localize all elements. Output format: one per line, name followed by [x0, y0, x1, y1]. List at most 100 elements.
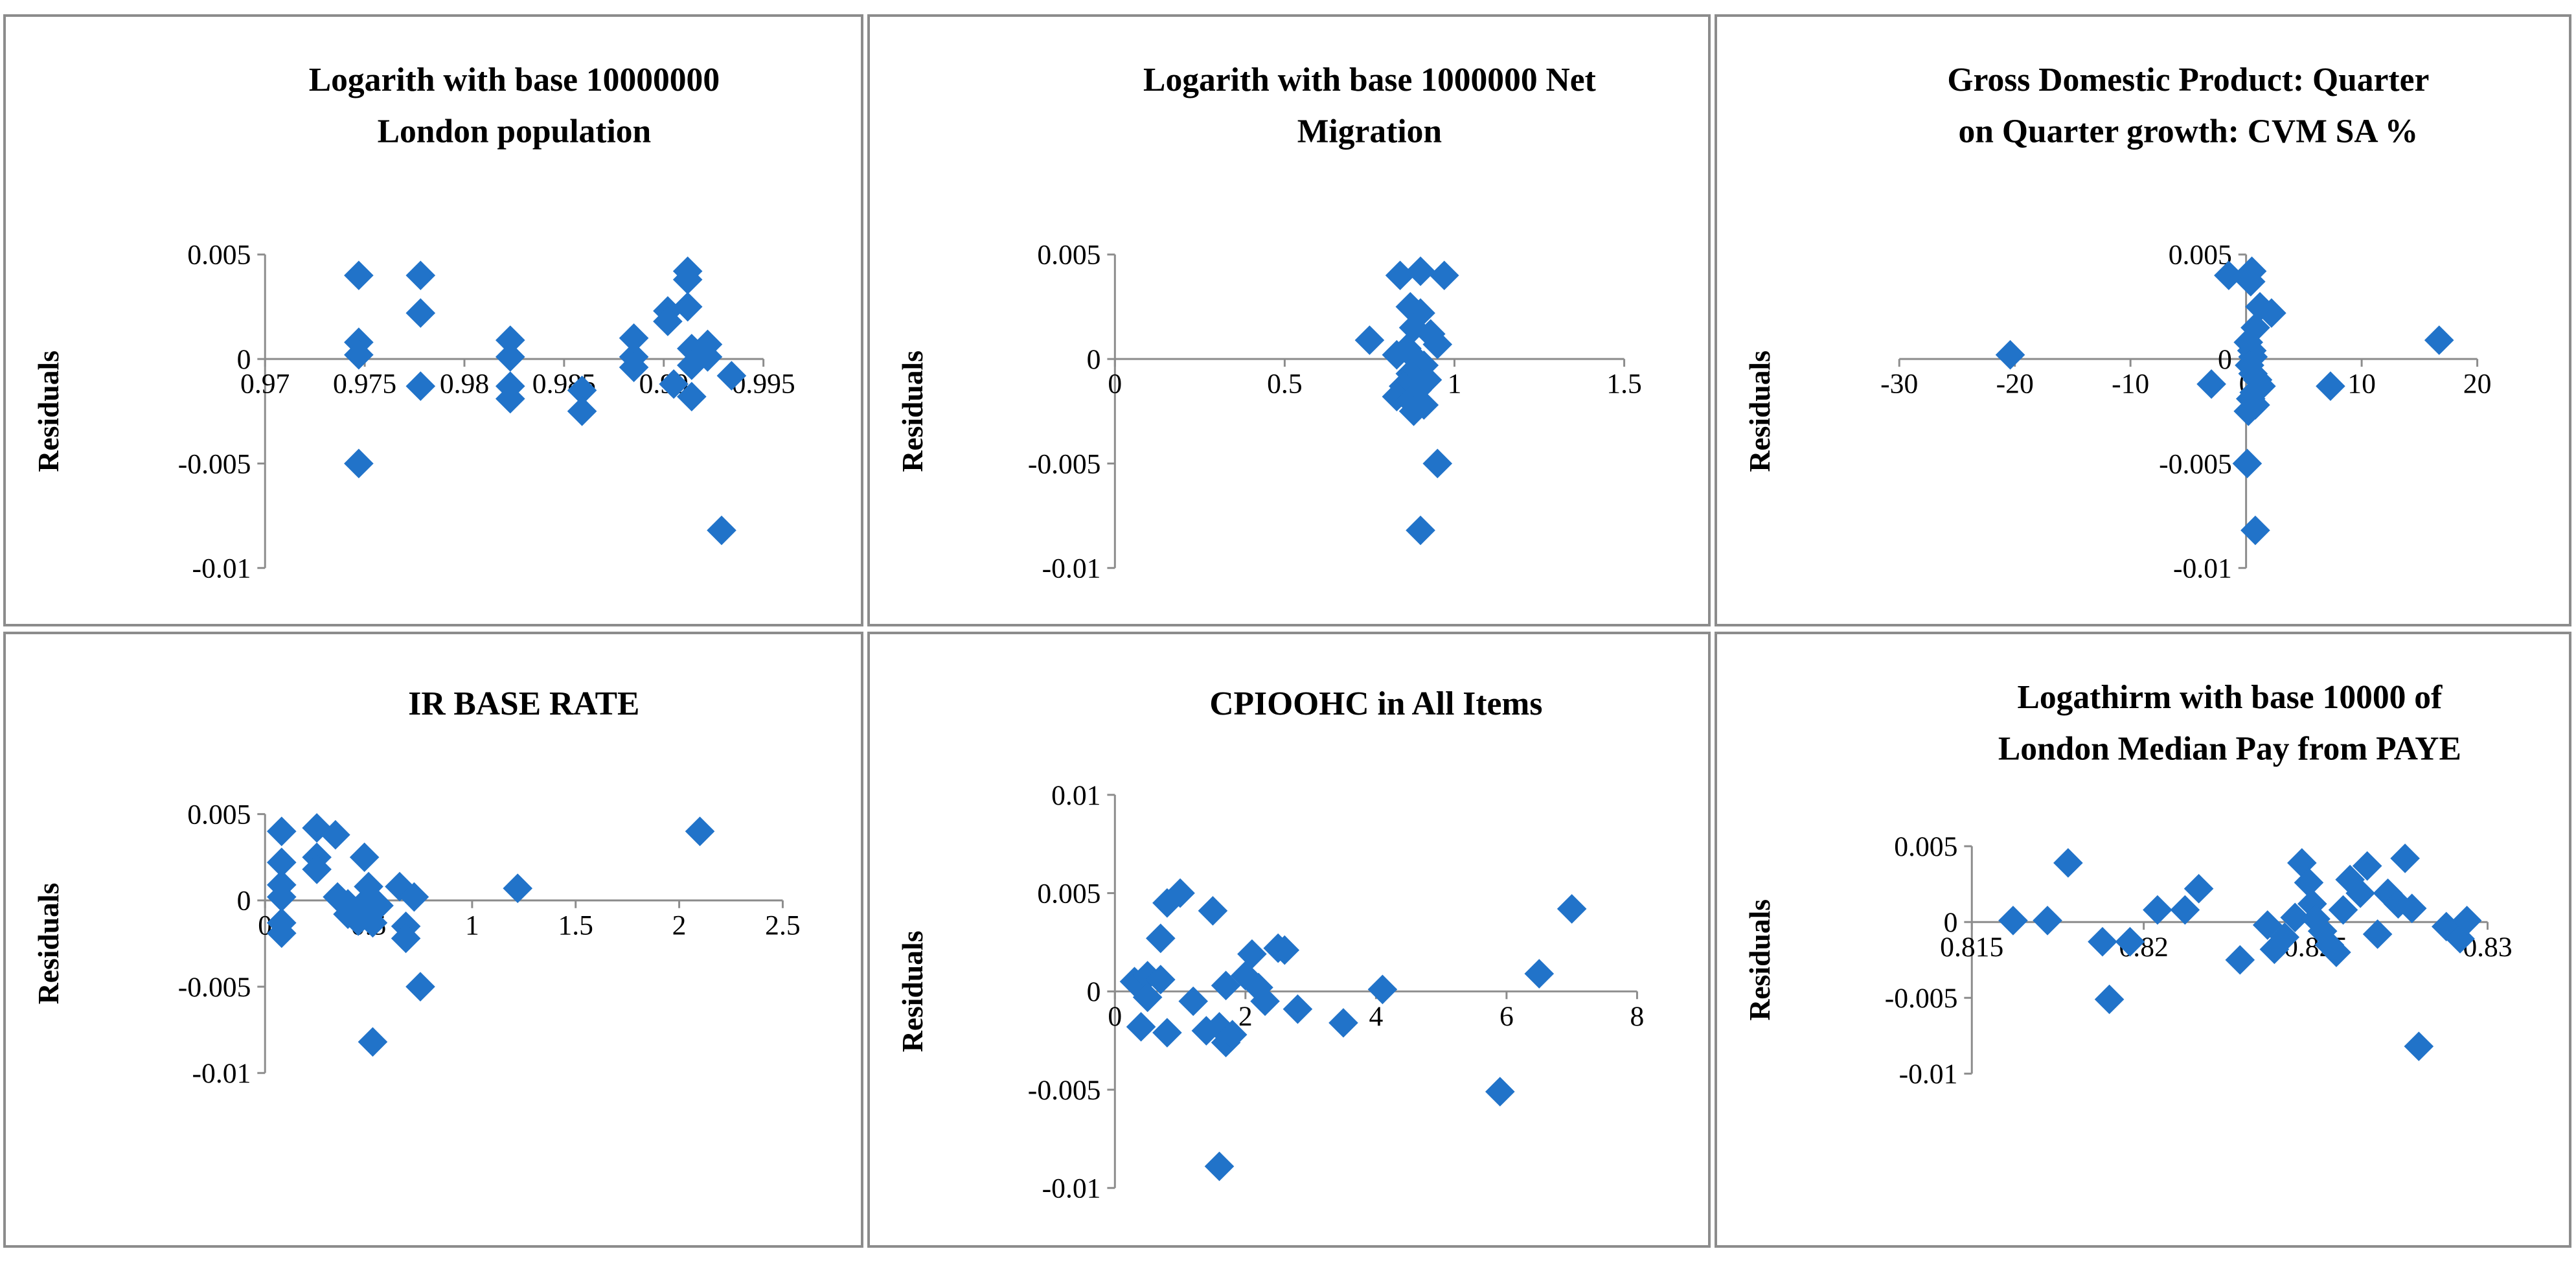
y-tick-label: -0.01: [2173, 553, 2232, 584]
data-point: [2170, 895, 2200, 925]
y-axis-label: Residuals: [896, 350, 929, 472]
x-tick-label: -10: [2112, 369, 2149, 400]
data-point: [2257, 298, 2286, 328]
scatter-chart-3: Gross Domestic Product: Quarter on Quarte…: [1743, 62, 2491, 584]
y-tick-label: -0.005: [1028, 1075, 1101, 1106]
data-point: [1382, 339, 1412, 370]
data-point: [1998, 906, 2028, 935]
x-tick-label: 8: [1630, 1001, 1645, 1032]
data-point: [619, 352, 649, 382]
data-point: [2404, 1031, 2434, 1061]
data-point: [2088, 926, 2117, 957]
x-tick-label: 0: [1108, 369, 1122, 400]
scatter-chart-5: CPIOOHC in All Items 0 2 4 6 8 0.01 0.005 0 -0.00…: [896, 685, 1645, 1204]
data-point: [2424, 325, 2454, 355]
data-point: [503, 873, 533, 904]
data-point: [1204, 1151, 1235, 1182]
data-point: [266, 918, 297, 948]
data-point: [619, 323, 649, 353]
y-axis-label: Residuals: [32, 350, 65, 472]
data-point: [2232, 448, 2263, 479]
data-point: [266, 816, 297, 847]
data-point: [1146, 965, 1176, 994]
data-point: [1398, 396, 1429, 426]
data-point: [1178, 986, 1209, 1016]
x-tick-label: 1.5: [1606, 369, 1642, 400]
data-point: [2245, 292, 2275, 322]
data-point: [349, 842, 380, 873]
y-tick-label: 0: [237, 344, 251, 375]
y-tick-label: -0.01: [1042, 553, 1101, 584]
data-point: [653, 306, 683, 336]
chart-title-line: IR BASE RATE: [408, 685, 639, 722]
y-axis-label: Residuals: [32, 883, 65, 1005]
data-point: [1406, 515, 1435, 545]
data-point: [2240, 312, 2270, 343]
chart-title-line: Logathirm with base 10000 of: [2017, 679, 2443, 716]
x-tick-label: 0.815: [1940, 932, 2003, 963]
data-point: [2280, 902, 2310, 933]
data-point: [1191, 1016, 1222, 1046]
chart-panel-3: Gross Domestic Product: Quarter on Quarte…: [1715, 14, 2571, 626]
data-point: [692, 342, 723, 372]
y-axis-label: Residuals: [1743, 899, 1776, 1021]
y-tick-label: 0: [2218, 344, 2232, 375]
data-point: [495, 384, 525, 414]
data-point: [2390, 843, 2420, 873]
scatter-chart-6: Logathirm with base 10000 of London Media…: [1743, 679, 2513, 1090]
data-point: [2115, 926, 2145, 957]
chart-title-line: London population: [378, 113, 652, 150]
data-point: [1328, 1008, 1358, 1038]
data-point: [405, 260, 436, 290]
data-point: [1429, 260, 1459, 290]
data-point: [707, 515, 736, 545]
y-tick-label: -0.01: [192, 1058, 251, 1089]
x-tick-label: 1: [1448, 369, 1462, 400]
chart-panel-1: Logarith with base 10000000 London popula…: [3, 14, 863, 626]
data-point: [302, 855, 332, 884]
y-tick-label: -0.01: [1899, 1059, 1958, 1090]
x-tick-label: 1: [465, 910, 479, 941]
data-point: [1146, 923, 1176, 954]
data-point: [405, 972, 435, 1002]
data-point: [1385, 260, 1415, 290]
scatter-chart-1: Logarith with base 10000000 London popula…: [32, 62, 795, 584]
chart-title-line: Logarith with base 10000000: [309, 62, 720, 98]
data-point: [495, 342, 525, 372]
y-tick-label: -0.005: [2159, 448, 2232, 479]
data-point: [1217, 1020, 1248, 1050]
data-point: [567, 396, 597, 426]
data-point: [2362, 919, 2393, 949]
y-tick-label: 0: [1087, 976, 1101, 1007]
data-point: [1198, 896, 1228, 926]
chart-panel-2: Logarith with base 1000000 Net Migration 0…: [867, 14, 1711, 626]
chart-panel-6: Logathirm with base 10000 of London Media…: [1715, 632, 2571, 1248]
y-tick-label: 0.005: [187, 799, 251, 831]
data-point: [1556, 894, 1587, 924]
x-tick-label: -20: [1996, 369, 2034, 400]
data-point: [2316, 371, 2345, 401]
y-tick-label: 0.01: [1051, 780, 1100, 811]
data-point: [2240, 515, 2270, 545]
data-point: [2053, 848, 2083, 878]
x-tick-label: 0: [1108, 1001, 1122, 1032]
data-point: [2143, 895, 2172, 925]
data-point: [405, 298, 436, 328]
y-tick-label: 0.005: [2169, 240, 2232, 271]
chart-title-line: Logarith with base 1000000 Net: [1143, 62, 1596, 98]
data-point: [1485, 1077, 1515, 1107]
chart-title-line: Gross Domestic Product: Quarter: [1947, 62, 2429, 98]
data-point: [1132, 982, 1163, 1013]
data-point: [1406, 256, 1435, 286]
data-point: [2345, 878, 2375, 908]
y-tick-label: 0.005: [1894, 831, 1957, 862]
data-point: [1524, 959, 1555, 989]
data-point: [1422, 448, 1453, 479]
x-tick-label: 0.5: [1267, 369, 1303, 400]
y-tick-label: -0.01: [1042, 1173, 1101, 1204]
data-point: [495, 325, 525, 355]
chart-panel-5: CPIOOHC in All Items 0 2 4 6 8 0.01 0.005 0 -0.00…: [867, 632, 1711, 1248]
y-tick-label: 0: [1944, 907, 1958, 938]
data-point: [2321, 937, 2351, 967]
